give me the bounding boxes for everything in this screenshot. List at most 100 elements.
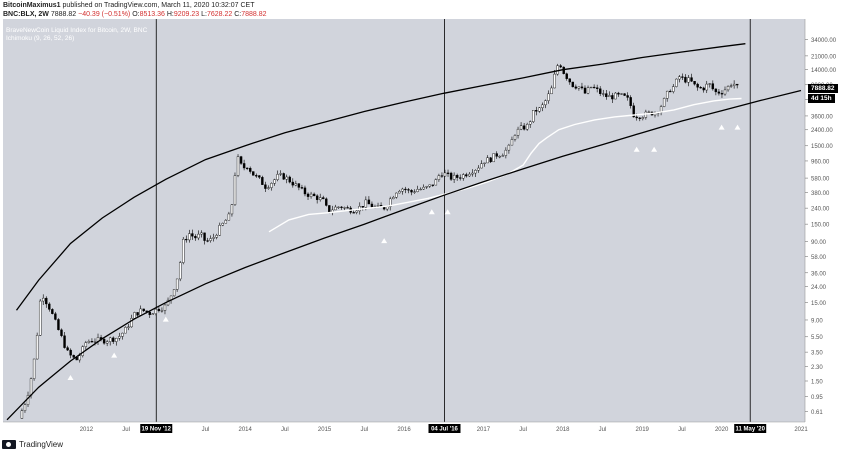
candle-down (48, 303, 51, 310)
candle-up (118, 336, 121, 339)
candle-down (245, 167, 249, 169)
candle-up (662, 98, 666, 107)
date-tag-box (140, 424, 173, 433)
y-tick-label: 90.00 (811, 240, 827, 246)
close-value: 7888.82 (241, 11, 267, 18)
date-tag-label: 04 Jul '16 (431, 427, 458, 433)
candle-up (270, 183, 273, 188)
x-tick-label: Jul (281, 427, 289, 433)
candle-up (133, 312, 136, 319)
tradingview-footer[interactable]: TradingView (2, 440, 63, 449)
candle-down (717, 91, 721, 94)
high-value: 9209.23 (173, 11, 200, 18)
candle-up (477, 167, 480, 171)
candle-down (669, 90, 672, 93)
candle-down (54, 313, 57, 320)
y-tick-label: 58.00 (811, 255, 827, 261)
candle-up (294, 183, 298, 186)
candle-down (410, 190, 413, 193)
indicator-legend-main: BraveNewCoin Liquid Index for Bitcoin, 2… (6, 27, 148, 34)
candle-up (376, 205, 380, 207)
candle-down (258, 175, 261, 178)
last-price: 7888.82 (50, 11, 77, 18)
candle-up (641, 117, 645, 119)
candle-down (459, 177, 462, 179)
candle-up (501, 155, 505, 157)
candle-down (361, 206, 365, 208)
candle-up (608, 95, 611, 98)
candle-up (389, 198, 392, 207)
candle-up (547, 93, 550, 101)
candle-down (440, 175, 444, 177)
candle-up (78, 355, 81, 361)
tradingview-logo-icon (2, 440, 16, 449)
candle-down (45, 297, 48, 305)
candle-down (148, 311, 151, 315)
candle-up (221, 222, 225, 226)
candle-down (580, 86, 584, 89)
candle-up (577, 86, 581, 89)
y-tick-label: 14000.00 (811, 68, 837, 74)
candle-down (206, 240, 209, 242)
candle-down (565, 73, 568, 79)
candle-up (510, 139, 514, 146)
candle-down (300, 187, 304, 189)
candle-up (23, 404, 27, 411)
candle-down (626, 95, 629, 98)
candle-down (629, 97, 632, 106)
candle-up (732, 83, 736, 86)
candle-down (574, 86, 578, 89)
y-tick-label: 5.50 (811, 335, 823, 341)
close-label: C: (234, 11, 242, 18)
author-name[interactable]: BitcoinMaximus1 (3, 2, 61, 9)
candle-up (233, 175, 237, 205)
candle-down (562, 66, 565, 74)
candle-down (291, 181, 295, 186)
candle-down (322, 197, 325, 200)
candle-up (93, 341, 97, 343)
candle-up (550, 87, 553, 95)
date-tag-box (428, 424, 461, 433)
candle-down (684, 76, 687, 83)
candle-down (252, 171, 255, 176)
candle-up (498, 156, 501, 158)
candle-down (455, 174, 459, 178)
candle-down (60, 329, 63, 336)
price-change: −40.39 (−0.51%) (78, 11, 131, 18)
candle-up (425, 186, 428, 188)
date-tag-label: 19 Nov '12 (142, 427, 172, 433)
candle-down (112, 337, 115, 342)
candle-down (142, 308, 145, 312)
candle-up (224, 220, 228, 224)
candle-down (255, 175, 258, 177)
candle-down (605, 93, 608, 98)
candle-up (35, 335, 39, 360)
y-tick-label: 150.00 (811, 223, 830, 229)
y-tick-label: 9.00 (811, 318, 823, 324)
candle-down (489, 157, 492, 163)
candle-up (556, 65, 559, 75)
candle-up (218, 225, 221, 236)
candle-up (589, 86, 593, 89)
candle-down (699, 87, 702, 89)
candle-down (522, 125, 526, 130)
x-tick-label: 2017 (477, 427, 491, 433)
candle-down (239, 156, 243, 164)
support-marker-triangle (381, 238, 388, 244)
candle-up (392, 197, 395, 200)
candle-up (212, 237, 215, 239)
candle-down (325, 198, 328, 206)
candle-down (711, 83, 715, 90)
y-tick-label: 380.00 (811, 191, 830, 197)
candle-up (602, 93, 605, 95)
candle-up (124, 327, 127, 334)
candle-down (623, 93, 626, 96)
candle-up (462, 174, 465, 179)
candle-up (726, 86, 730, 91)
y-tick-label: 2.30 (811, 365, 823, 371)
candle-up (20, 410, 24, 419)
x-tick-label: 2012 (80, 427, 94, 433)
candle-up (678, 76, 681, 80)
candle-up (215, 235, 218, 238)
